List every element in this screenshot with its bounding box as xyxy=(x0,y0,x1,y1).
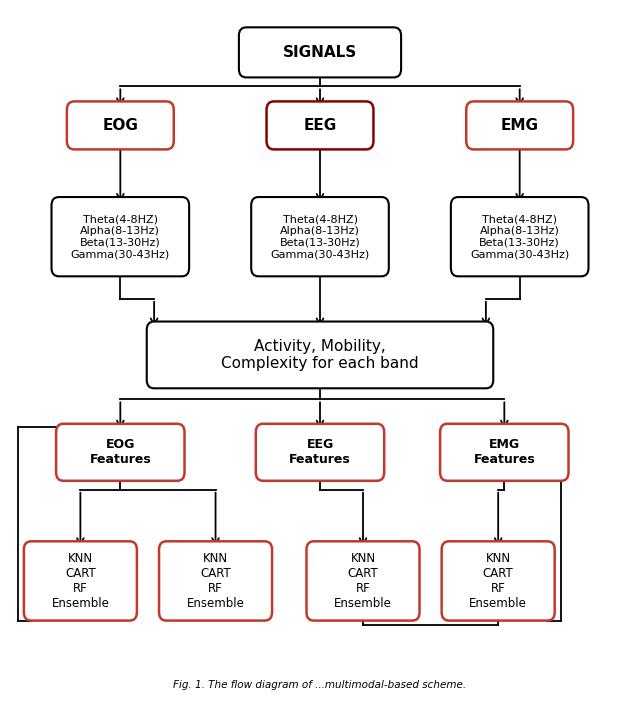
Text: Theta(4-8HZ)
Alpha(8-13Hz)
Beta(13-30Hz)
Gamma(30-43Hz): Theta(4-8HZ) Alpha(8-13Hz) Beta(13-30Hz)… xyxy=(70,214,170,259)
Text: KNN
CART
RF
Ensemble: KNN CART RF Ensemble xyxy=(51,552,109,610)
Text: Activity, Mobility,
Complexity for each band: Activity, Mobility, Complexity for each … xyxy=(221,338,419,371)
Text: Theta(4-8HZ)
Alpha(8-13Hz)
Beta(13-30Hz)
Gamma(30-43Hz): Theta(4-8HZ) Alpha(8-13Hz) Beta(13-30Hz)… xyxy=(470,214,570,259)
Text: SIGNALS: SIGNALS xyxy=(283,45,357,60)
FancyBboxPatch shape xyxy=(147,321,493,389)
FancyBboxPatch shape xyxy=(256,424,384,481)
Text: Fig. 1. The flow diagram of ...multimodal-based scheme.: Fig. 1. The flow diagram of ...multimoda… xyxy=(173,680,467,690)
FancyBboxPatch shape xyxy=(466,101,573,149)
Text: EMG
Features: EMG Features xyxy=(474,438,535,466)
FancyBboxPatch shape xyxy=(159,541,272,621)
Text: Theta(4-8HZ)
Alpha(8-13Hz)
Beta(13-30Hz)
Gamma(30-43Hz): Theta(4-8HZ) Alpha(8-13Hz) Beta(13-30Hz)… xyxy=(270,214,370,259)
FancyBboxPatch shape xyxy=(440,424,568,481)
Text: EEG
Features: EEG Features xyxy=(289,438,351,466)
FancyBboxPatch shape xyxy=(251,197,389,276)
Text: KNN
CART
RF
Ensemble: KNN CART RF Ensemble xyxy=(187,552,244,610)
Text: KNN
CART
RF
Ensemble: KNN CART RF Ensemble xyxy=(469,552,527,610)
Text: EMG: EMG xyxy=(500,118,539,133)
FancyBboxPatch shape xyxy=(442,541,555,621)
Text: EEG: EEG xyxy=(303,118,337,133)
FancyBboxPatch shape xyxy=(239,27,401,77)
FancyBboxPatch shape xyxy=(67,101,174,149)
FancyBboxPatch shape xyxy=(24,541,137,621)
FancyBboxPatch shape xyxy=(51,197,189,276)
FancyBboxPatch shape xyxy=(56,424,184,481)
FancyBboxPatch shape xyxy=(266,101,374,149)
Text: KNN
CART
RF
Ensemble: KNN CART RF Ensemble xyxy=(334,552,392,610)
Text: EOG
Features: EOG Features xyxy=(90,438,151,466)
FancyBboxPatch shape xyxy=(307,541,420,621)
FancyBboxPatch shape xyxy=(451,197,589,276)
Text: EOG: EOG xyxy=(102,118,138,133)
